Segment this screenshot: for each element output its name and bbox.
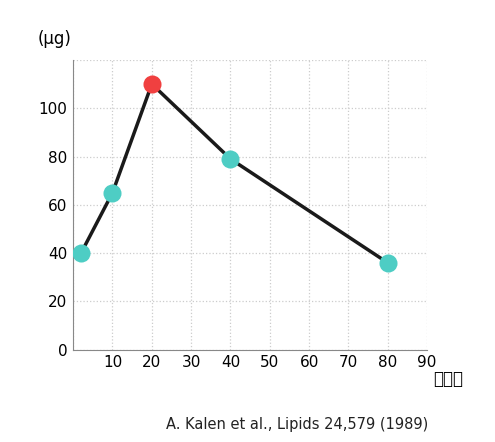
Text: （歳）: （歳） (433, 370, 463, 388)
Text: (μg): (μg) (38, 30, 72, 48)
Text: A. Kalen et al., Lipids 24,579 (1989): A. Kalen et al., Lipids 24,579 (1989) (166, 417, 428, 432)
